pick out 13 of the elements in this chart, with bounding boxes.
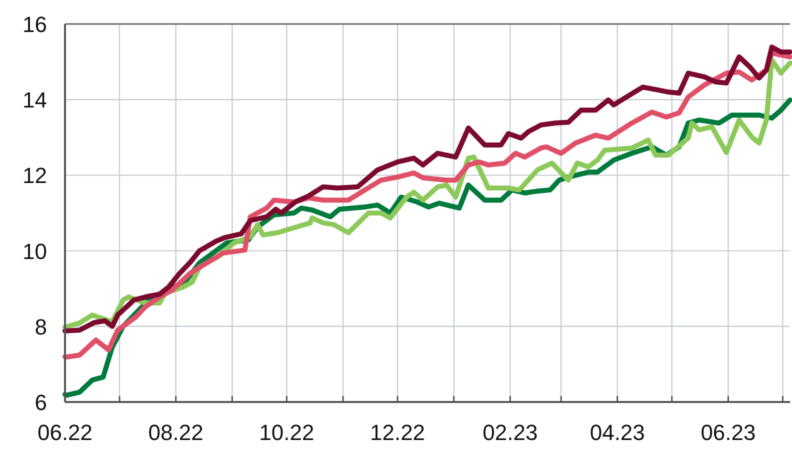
y-tick-label: 16 — [22, 12, 47, 37]
x-tick-label: 08.22 — [148, 420, 204, 445]
y-tick-label: 12 — [22, 163, 47, 188]
y-tick-label: 14 — [22, 88, 47, 113]
x-tick-label: 10.22 — [259, 420, 314, 445]
x-tick-label: 06.23 — [700, 420, 756, 445]
x-tick-label: 04.23 — [590, 420, 645, 445]
x-tick-label: 12.22 — [370, 420, 426, 445]
y-tick-label: 6 — [34, 390, 47, 415]
y-tick-label: 8 — [34, 314, 47, 340]
x-tick-label: 02.23 — [482, 420, 538, 445]
x-tick-label: 06.22 — [37, 420, 93, 445]
y-tick-label: 10 — [22, 238, 47, 264]
